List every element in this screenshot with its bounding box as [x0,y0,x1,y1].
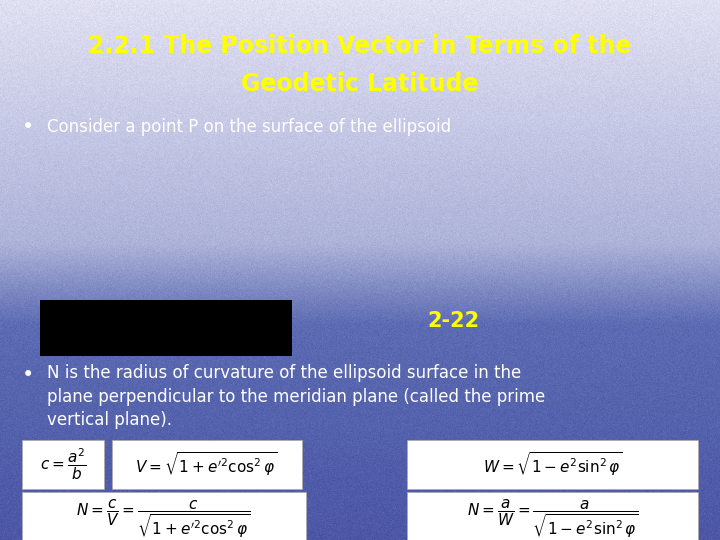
Text: N is the radius of curvature of the ellipsoid surface in the: N is the radius of curvature of the elli… [47,363,521,382]
Text: •: • [22,117,34,137]
Text: 2-22: 2-22 [428,311,480,332]
FancyBboxPatch shape [22,492,306,540]
Text: $V = \sqrt{1 + e'^{2} \cos^2 \varphi}$: $V = \sqrt{1 + e'^{2} \cos^2 \varphi}$ [135,451,278,478]
FancyBboxPatch shape [407,440,698,489]
Text: vertical plane).: vertical plane). [47,411,172,429]
Text: $c = \dfrac{a^2}{b}$: $c = \dfrac{a^2}{b}$ [40,447,86,482]
Text: •: • [22,365,34,386]
Bar [40,300,292,356]
Text: $N = \dfrac{c}{V} = \dfrac{c}{\sqrt{1 + e'^{2} \cos^2 \varphi}}$: $N = \dfrac{c}{V} = \dfrac{c}{\sqrt{1 + … [76,499,251,540]
FancyBboxPatch shape [22,440,104,489]
FancyBboxPatch shape [407,492,698,540]
Text: $W = \sqrt{1 - e^{2} \sin^2 \varphi}$: $W = \sqrt{1 - e^{2} \sin^2 \varphi}$ [483,451,623,478]
FancyBboxPatch shape [112,440,302,489]
Text: Consider a point P on the surface of the ellipsoid: Consider a point P on the surface of the… [47,118,451,136]
Text: plane perpendicular to the meridian plane (called the prime: plane perpendicular to the meridian plan… [47,388,545,406]
Text: $N = \dfrac{a}{W} = \dfrac{a}{\sqrt{1 - e^{2} \sin^2 \varphi}}$: $N = \dfrac{a}{W} = \dfrac{a}{\sqrt{1 - … [467,499,639,540]
Text: 2.2.1 The Position Vector in Terms of the: 2.2.1 The Position Vector in Terms of th… [89,34,631,58]
Text: Geodetic Latitude: Geodetic Latitude [241,72,479,96]
